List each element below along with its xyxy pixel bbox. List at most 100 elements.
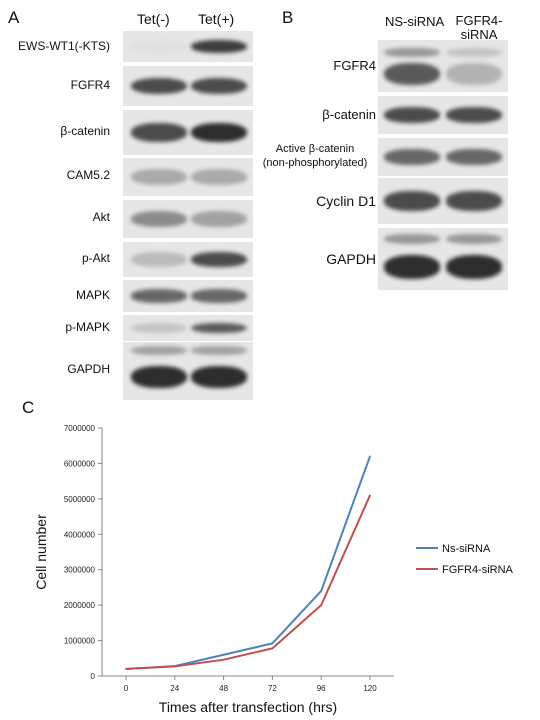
panel-a-band [191, 366, 247, 388]
panel-a-col-1-header: Tet(-) [137, 11, 170, 27]
y-axis-title: Cell number [33, 514, 49, 590]
y-tick-label: 7000000 [64, 424, 96, 433]
panel-a-blot-strip [123, 200, 253, 238]
panel-a-blot-strip [123, 158, 253, 196]
panel-a-blot-strip [123, 110, 253, 155]
panel-b-row-label: GAPDH [326, 251, 376, 267]
panel-b-blot-strip [378, 96, 508, 134]
panel-a-band [191, 252, 247, 267]
series-point [369, 494, 371, 497]
legend-label-2: FGFR4-siRNA [442, 564, 514, 576]
panel-a-band [131, 123, 187, 142]
panel-b-row-label: FGFR4 [333, 58, 376, 73]
panel-a-blot-strip [123, 280, 253, 312]
panel-a-col-2-header: Tet(+) [198, 11, 235, 27]
panel-b-row-label: Cyclin D1 [316, 193, 376, 209]
series-point [320, 604, 323, 606]
panel-a-band [131, 169, 187, 185]
panel-b-band [446, 63, 502, 85]
panel-b-col-1-header: NS-siRNA [385, 14, 445, 29]
panel-b-row-label-line2: (non-phosphorylated) [262, 157, 368, 169]
panel-a-band [131, 322, 187, 334]
panel-b-blot-strip [378, 138, 508, 176]
panel-a-blot-strip [123, 31, 253, 62]
panel-a-blot-strip [123, 66, 253, 106]
panel-a-band [191, 211, 247, 227]
panel-b-band [384, 107, 440, 123]
panel-b-band [384, 191, 440, 211]
series-point [271, 642, 274, 645]
x-tick-label: 120 [363, 684, 377, 693]
series-point [174, 665, 176, 667]
panel-b-band [384, 255, 440, 279]
panel-b-band [446, 107, 502, 123]
x-tick-label: 0 [124, 684, 129, 693]
y-tick-label: 6000000 [64, 459, 96, 468]
panel-a-band [131, 289, 187, 303]
series-point [369, 455, 371, 458]
panel-b-band [446, 191, 502, 211]
panel-a-row-label: p-MAPK [65, 320, 110, 334]
panel-a-letter: A [8, 8, 20, 27]
panel-a-row-label: FGFR4 [70, 78, 110, 92]
panel-a-band [131, 211, 187, 227]
panel-b-band [384, 149, 440, 165]
panel-b-letter: B [282, 8, 294, 27]
series-point [125, 668, 127, 670]
panel-a-band [191, 39, 247, 53]
series-point [125, 668, 127, 670]
panel-b-blot-strip [378, 228, 508, 290]
x-tick-label: 96 [317, 684, 326, 693]
panel-a-band [191, 322, 247, 334]
legend-label-1: Ns-siRNA [442, 543, 491, 555]
panel-b-row-label: Active β-catenin (non-phosphorylated) [252, 142, 378, 170]
series-line-1 [125, 456, 371, 670]
series-line-2 [125, 494, 371, 670]
panel-a-row-label: MAPK [75, 288, 110, 302]
series-point [320, 590, 323, 592]
panel-b-col-2-header-text: FGFR4-siRNA [455, 13, 503, 42]
y-tick-label: 5000000 [64, 495, 96, 504]
panel-b-band [384, 63, 440, 85]
y-tick-label: 2000000 [64, 601, 96, 610]
panel-a-blot-strip [123, 242, 253, 277]
panel-b-row-label: β-catenin [322, 107, 376, 122]
y-tick-label: 1000000 [64, 637, 96, 646]
panel-a-band [191, 346, 247, 355]
panel-a-band [131, 252, 187, 267]
panel-b-band [384, 234, 440, 244]
y-tick-label: 0 [91, 672, 96, 681]
panel-c-letter: C [22, 398, 35, 417]
panel-a-row-label: EWS-WT1(-KTS) [18, 39, 110, 53]
panel-a-band [131, 346, 187, 355]
panel-a-band [131, 366, 187, 388]
panel-b-band [446, 255, 502, 279]
panel-a-band [191, 77, 247, 95]
panel-b-row-label-line1: Active β-catenin [275, 143, 355, 155]
x-tick-label: 48 [219, 684, 228, 693]
x-tick-label: 24 [170, 684, 179, 693]
panel-b-band [446, 149, 502, 165]
panel-b-col-2-header: FGFR4-siRNA [451, 14, 507, 42]
panel-a-row-label: CAM5.2 [66, 168, 110, 182]
series-point [222, 658, 225, 661]
panel-a-row-label: GAPDH [67, 362, 110, 376]
panel-a-row-label: Akt [92, 210, 110, 224]
panel-a-band [131, 39, 187, 53]
y-tick-label: 4000000 [64, 530, 96, 539]
panel-b-band [446, 234, 502, 244]
panel-a-band [191, 123, 247, 142]
panel-b-band [384, 48, 440, 57]
panel-a-row-label: p-Akt [81, 251, 110, 265]
x-axis-title: Times after transfection (hrs) [159, 699, 337, 715]
series-point [174, 665, 176, 668]
series-point [222, 653, 225, 656]
panel-b-blot-strip [378, 40, 508, 92]
panel-a-band [131, 77, 187, 95]
panel-b-blot-strip [378, 178, 508, 224]
panel-a-band [191, 169, 247, 185]
series-point [271, 647, 274, 650]
panel-a-band [191, 289, 247, 303]
y-tick-label: 3000000 [64, 566, 96, 575]
x-tick-label: 72 [268, 684, 277, 693]
